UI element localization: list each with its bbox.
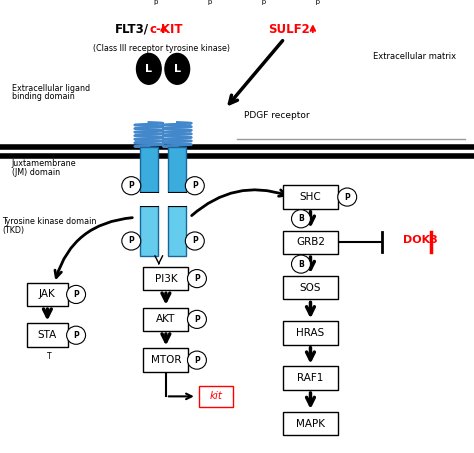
Text: P: P [192,236,198,246]
Text: SHC: SHC [300,192,321,202]
FancyBboxPatch shape [143,348,188,372]
Ellipse shape [165,53,190,84]
Text: Tyrosine kinase domain: Tyrosine kinase domain [2,217,97,226]
Circle shape [188,270,206,288]
Text: DOK3: DOK3 [403,235,438,245]
Text: Extracellular ligand: Extracellular ligand [12,84,90,93]
Text: Extracellular matrix: Extracellular matrix [373,52,456,61]
Text: SULF2: SULF2 [268,23,310,36]
FancyBboxPatch shape [199,386,233,407]
Text: P: P [192,181,198,190]
Text: L: L [174,64,181,74]
Text: JAK: JAK [39,289,56,299]
Text: B: B [298,214,304,223]
Text: (JM) domain: (JM) domain [12,168,60,177]
FancyBboxPatch shape [283,185,337,209]
Text: STA: STA [38,330,57,340]
FancyBboxPatch shape [140,206,158,256]
FancyBboxPatch shape [283,366,337,390]
Text: P: P [73,331,79,340]
Text: P: P [194,315,200,324]
Ellipse shape [137,53,161,84]
Circle shape [122,232,141,250]
Text: c-KIT: c-KIT [149,23,183,36]
Text: AKT: AKT [156,314,175,324]
FancyBboxPatch shape [283,321,337,345]
Text: GRB2: GRB2 [296,237,325,247]
Text: SOS: SOS [300,283,321,293]
Text: B: B [298,260,304,269]
FancyBboxPatch shape [143,308,188,331]
Circle shape [292,210,310,228]
Text: binding domain: binding domain [12,92,74,101]
Text: P: P [194,356,200,365]
Text: P: P [194,274,200,283]
FancyBboxPatch shape [283,231,337,254]
Circle shape [188,310,206,328]
FancyBboxPatch shape [168,147,186,192]
Text: HRAS: HRAS [296,328,325,338]
Text: MTOR: MTOR [151,355,181,365]
FancyBboxPatch shape [140,147,158,192]
Circle shape [292,255,310,273]
Text: kit: kit [209,391,222,401]
Circle shape [185,232,204,250]
Text: P: P [128,236,134,246]
Text: PDGF receptor: PDGF receptor [244,111,310,120]
FancyBboxPatch shape [168,206,186,256]
Text: P: P [73,290,79,299]
Text: L: L [146,64,152,74]
Text: Juxtamembrane: Juxtamembrane [12,159,76,169]
Circle shape [188,351,206,369]
FancyBboxPatch shape [143,267,188,290]
Text: p                      p                      p                      p: p p p p [154,0,320,5]
FancyBboxPatch shape [168,192,186,206]
FancyBboxPatch shape [27,323,67,347]
Text: PI3K: PI3K [155,274,177,284]
FancyBboxPatch shape [283,276,337,299]
Text: P: P [344,193,350,202]
Text: T: T [47,352,52,361]
Circle shape [122,177,141,195]
Text: RAF1: RAF1 [297,373,324,383]
Text: (TKD): (TKD) [2,226,25,235]
Text: (Class III receptor tyrosine kinase): (Class III receptor tyrosine kinase) [92,44,230,53]
Text: P: P [128,181,134,190]
FancyBboxPatch shape [27,283,67,306]
Text: FLT3/: FLT3/ [115,23,149,36]
FancyBboxPatch shape [283,412,337,435]
Circle shape [185,177,204,195]
Text: MAPK: MAPK [296,419,325,429]
Circle shape [66,285,86,304]
Circle shape [337,188,357,206]
FancyBboxPatch shape [140,192,158,206]
Circle shape [66,326,86,344]
